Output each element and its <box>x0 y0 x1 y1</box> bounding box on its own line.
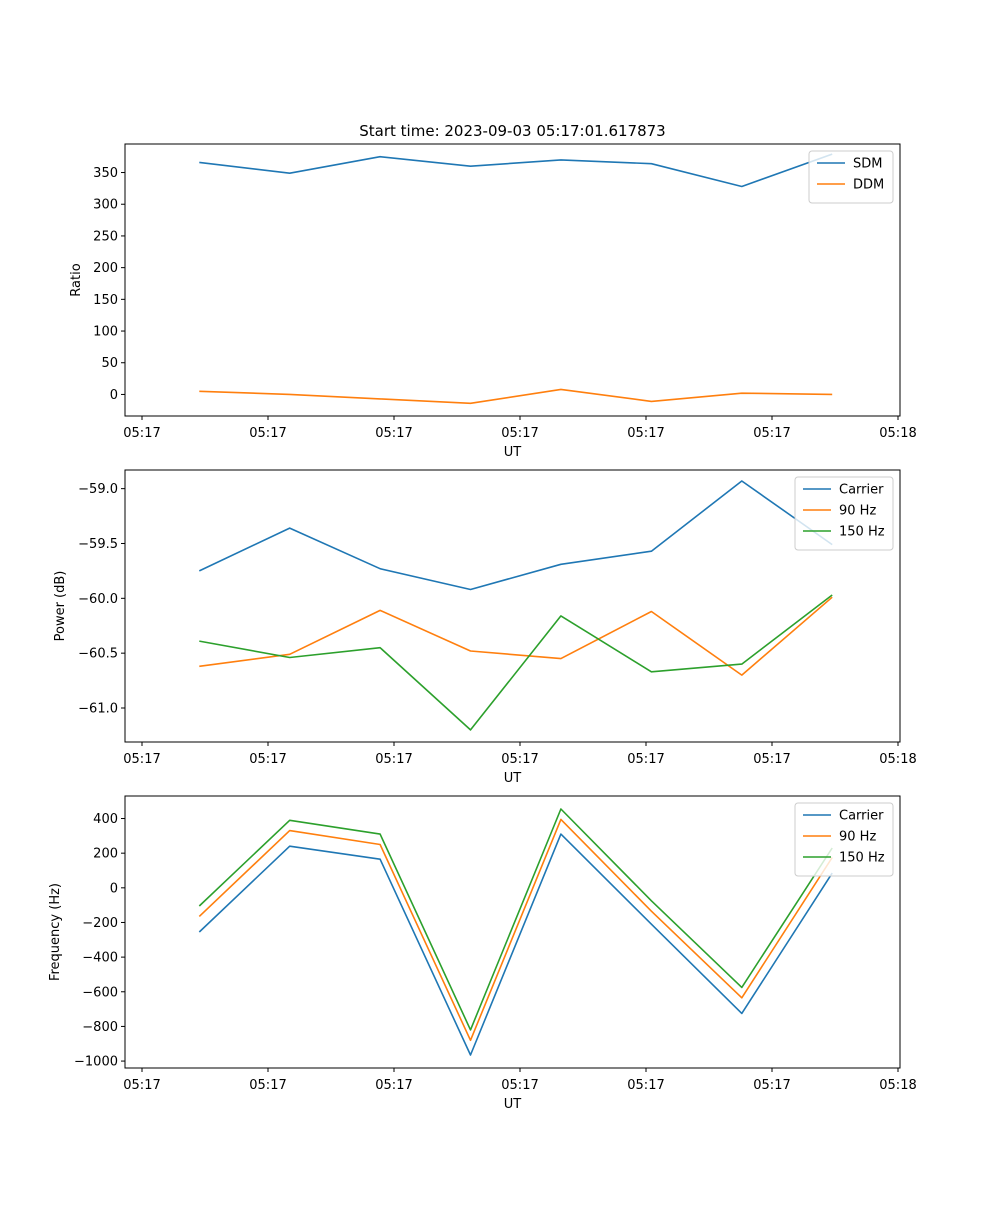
x-tick-label: 05:17 <box>249 752 286 767</box>
y-tick-label: 0 <box>110 388 118 403</box>
y-axis-label: Frequency (Hz) <box>48 883 63 981</box>
series-line-90-hz <box>199 596 833 676</box>
axes-frame <box>124 469 901 743</box>
series-line-ddm <box>199 388 833 405</box>
y-tick-label: −60.5 <box>78 647 118 662</box>
x-tick-label: 05:17 <box>375 426 412 441</box>
series-line-sdm <box>199 153 833 188</box>
legend-label: 150 Hz <box>839 851 885 866</box>
x-tick-label: 05:17 <box>753 1078 790 1093</box>
x-axis-label: UT <box>504 771 522 786</box>
x-tick-label: 05:17 <box>627 426 664 441</box>
y-tick-label: −59.5 <box>78 537 118 552</box>
y-tick-label: −60.0 <box>78 592 118 607</box>
figure-title: Start time: 2023-09-03 05:17:01.617873 <box>359 122 665 140</box>
legend: Carrier 90 Hz 150 Hz <box>794 476 894 551</box>
legend-label: Carrier <box>839 809 884 824</box>
y-tick-label: 200 <box>93 847 118 862</box>
x-tick-label: 05:17 <box>123 426 160 441</box>
y-tick-label: −200 <box>82 916 118 931</box>
x-tick-label: 05:17 <box>627 1078 664 1093</box>
x-tick-label: 05:17 <box>627 752 664 767</box>
legend: Carrier 90 Hz 150 Hz <box>794 802 894 877</box>
x-axis-label: UT <box>504 445 522 460</box>
x-axis-label: UT <box>504 1097 522 1112</box>
x-tick-label: 05:17 <box>501 1078 538 1093</box>
x-tick-label: 05:17 <box>249 426 286 441</box>
legend-label: Carrier <box>839 483 884 498</box>
y-tick-label: 300 <box>93 198 118 213</box>
chart-3: −1000 −800 −600 −400 −200 0 200 400 05:17 05:17 05… <box>48 795 917 1112</box>
y-tick-label: 200 <box>93 261 118 276</box>
x-tick-label: 05:18 <box>879 752 916 767</box>
series-line-150-hz <box>199 594 833 731</box>
legend-label: 150 Hz <box>839 525 885 540</box>
series-line-carrier <box>198 480 833 591</box>
y-tick-label: 400 <box>93 812 118 827</box>
x-tick-label: 05:17 <box>501 752 538 767</box>
x-tick-label: 05:17 <box>375 752 412 767</box>
y-axis-label: Power (dB) <box>53 571 68 642</box>
legend: SDM DDM <box>808 150 894 204</box>
y-tick-label: −800 <box>82 1020 118 1035</box>
legend-label: DDM <box>853 178 884 193</box>
y-tick-label: −61.0 <box>78 702 118 717</box>
y-tick-label: −600 <box>82 985 118 1000</box>
x-tick-label: 05:18 <box>879 426 916 441</box>
chart-1: 0 50 100 150 200 250 300 350 05:17 05:17 05:17 05:1… <box>69 143 917 460</box>
y-tick-label: 0 <box>110 881 118 896</box>
y-tick-label: 100 <box>93 325 118 340</box>
x-tick-label: 05:17 <box>123 1078 160 1093</box>
axes-frame <box>124 795 901 1069</box>
y-tick-label: 250 <box>93 229 118 244</box>
x-tick-label: 05:18 <box>879 1078 916 1093</box>
x-tick-label: 05:17 <box>501 426 538 441</box>
series-line-90-hz <box>198 818 833 1042</box>
x-tick-label: 05:17 <box>123 752 160 767</box>
x-tick-label: 05:17 <box>753 752 790 767</box>
y-tick-label: 150 <box>93 293 118 308</box>
chart-2: −61.0 −60.5 −60.0 −59.5 −59.0 05:17 05:17 05:17… <box>53 469 917 786</box>
legend-label: SDM <box>853 157 882 172</box>
series-line-carrier <box>198 833 833 1056</box>
x-tick-label: 05:17 <box>375 1078 412 1093</box>
y-tick-label: 350 <box>93 166 118 181</box>
y-axis-label: Ratio <box>69 263 84 296</box>
y-tick-label: 50 <box>101 356 118 371</box>
legend-label: 90 Hz <box>839 504 876 519</box>
y-tick-label: −59.0 <box>78 482 118 497</box>
x-tick-label: 05:17 <box>249 1078 286 1093</box>
x-tick-label: 05:17 <box>753 426 790 441</box>
y-tick-label: −400 <box>82 951 118 966</box>
legend-box <box>808 150 894 204</box>
series-line-150-hz <box>198 808 833 1031</box>
legend-label: 90 Hz <box>839 830 876 845</box>
axes-frame <box>124 143 901 417</box>
y-tick-label: −1000 <box>74 1055 118 1070</box>
